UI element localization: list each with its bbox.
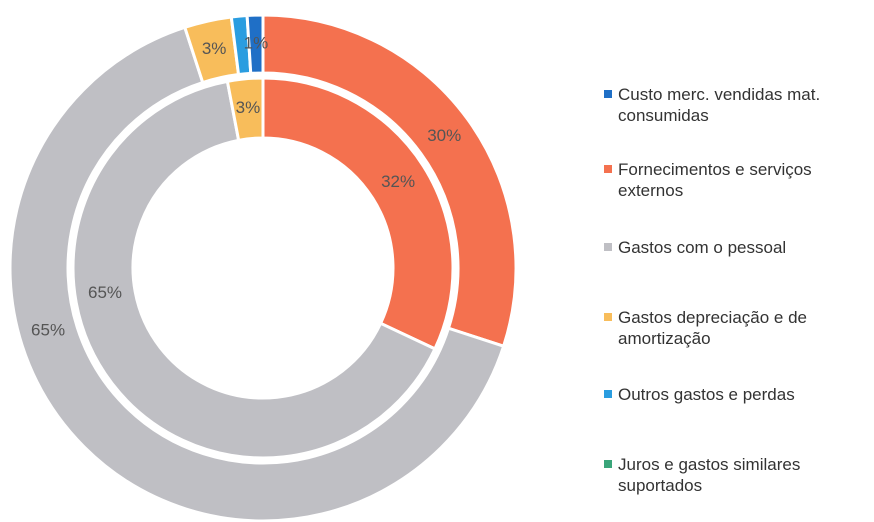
- legend-swatch: [604, 313, 612, 321]
- segment: [71, 79, 437, 460]
- segment: [8, 25, 506, 522]
- legend-swatch: [604, 460, 612, 468]
- data-label: 65%: [31, 321, 65, 340]
- legend-label: Gastos depreciação e de amortização: [618, 308, 807, 348]
- legend-line: suportados: [618, 476, 702, 495]
- data-label: 30%: [427, 126, 461, 145]
- legend-line: amortização: [618, 329, 711, 348]
- legend-swatch: [604, 165, 612, 173]
- legend-line: Gastos com o pessoal: [618, 238, 786, 257]
- legend-line: Juros e gastos similares: [618, 455, 800, 474]
- legend-swatch: [604, 90, 612, 98]
- segment: [225, 76, 265, 143]
- legend-label: Juros e gastos similares suportados: [618, 455, 800, 495]
- legend-line: Gastos depreciação e de: [618, 308, 807, 327]
- data-label: 32%: [381, 172, 415, 191]
- segment: [245, 13, 265, 75]
- legend-label: Outros gastos e perdas: [618, 385, 795, 404]
- legend-label: Gastos com o pessoal: [618, 238, 786, 257]
- legend-label: Fornecimentos e serviços externos: [618, 160, 812, 200]
- data-label: 1%: [244, 34, 269, 53]
- data-label: 65%: [88, 283, 122, 302]
- legend-line: consumidas: [618, 106, 709, 125]
- legend-line: Custo merc. vendidas mat.: [618, 85, 820, 104]
- legend-label: Custo merc. vendidas mat. consumidas: [618, 85, 820, 125]
- legend-swatch: [604, 243, 612, 251]
- legend-line: Outros gastos e perdas: [618, 385, 795, 404]
- legend-line: externos: [618, 181, 683, 200]
- legend-line: Fornecimentos e serviços: [618, 160, 812, 179]
- segment: [261, 76, 455, 351]
- data-label: 3%: [236, 98, 261, 117]
- data-label: 3%: [202, 39, 227, 58]
- legend-swatch: [604, 390, 612, 398]
